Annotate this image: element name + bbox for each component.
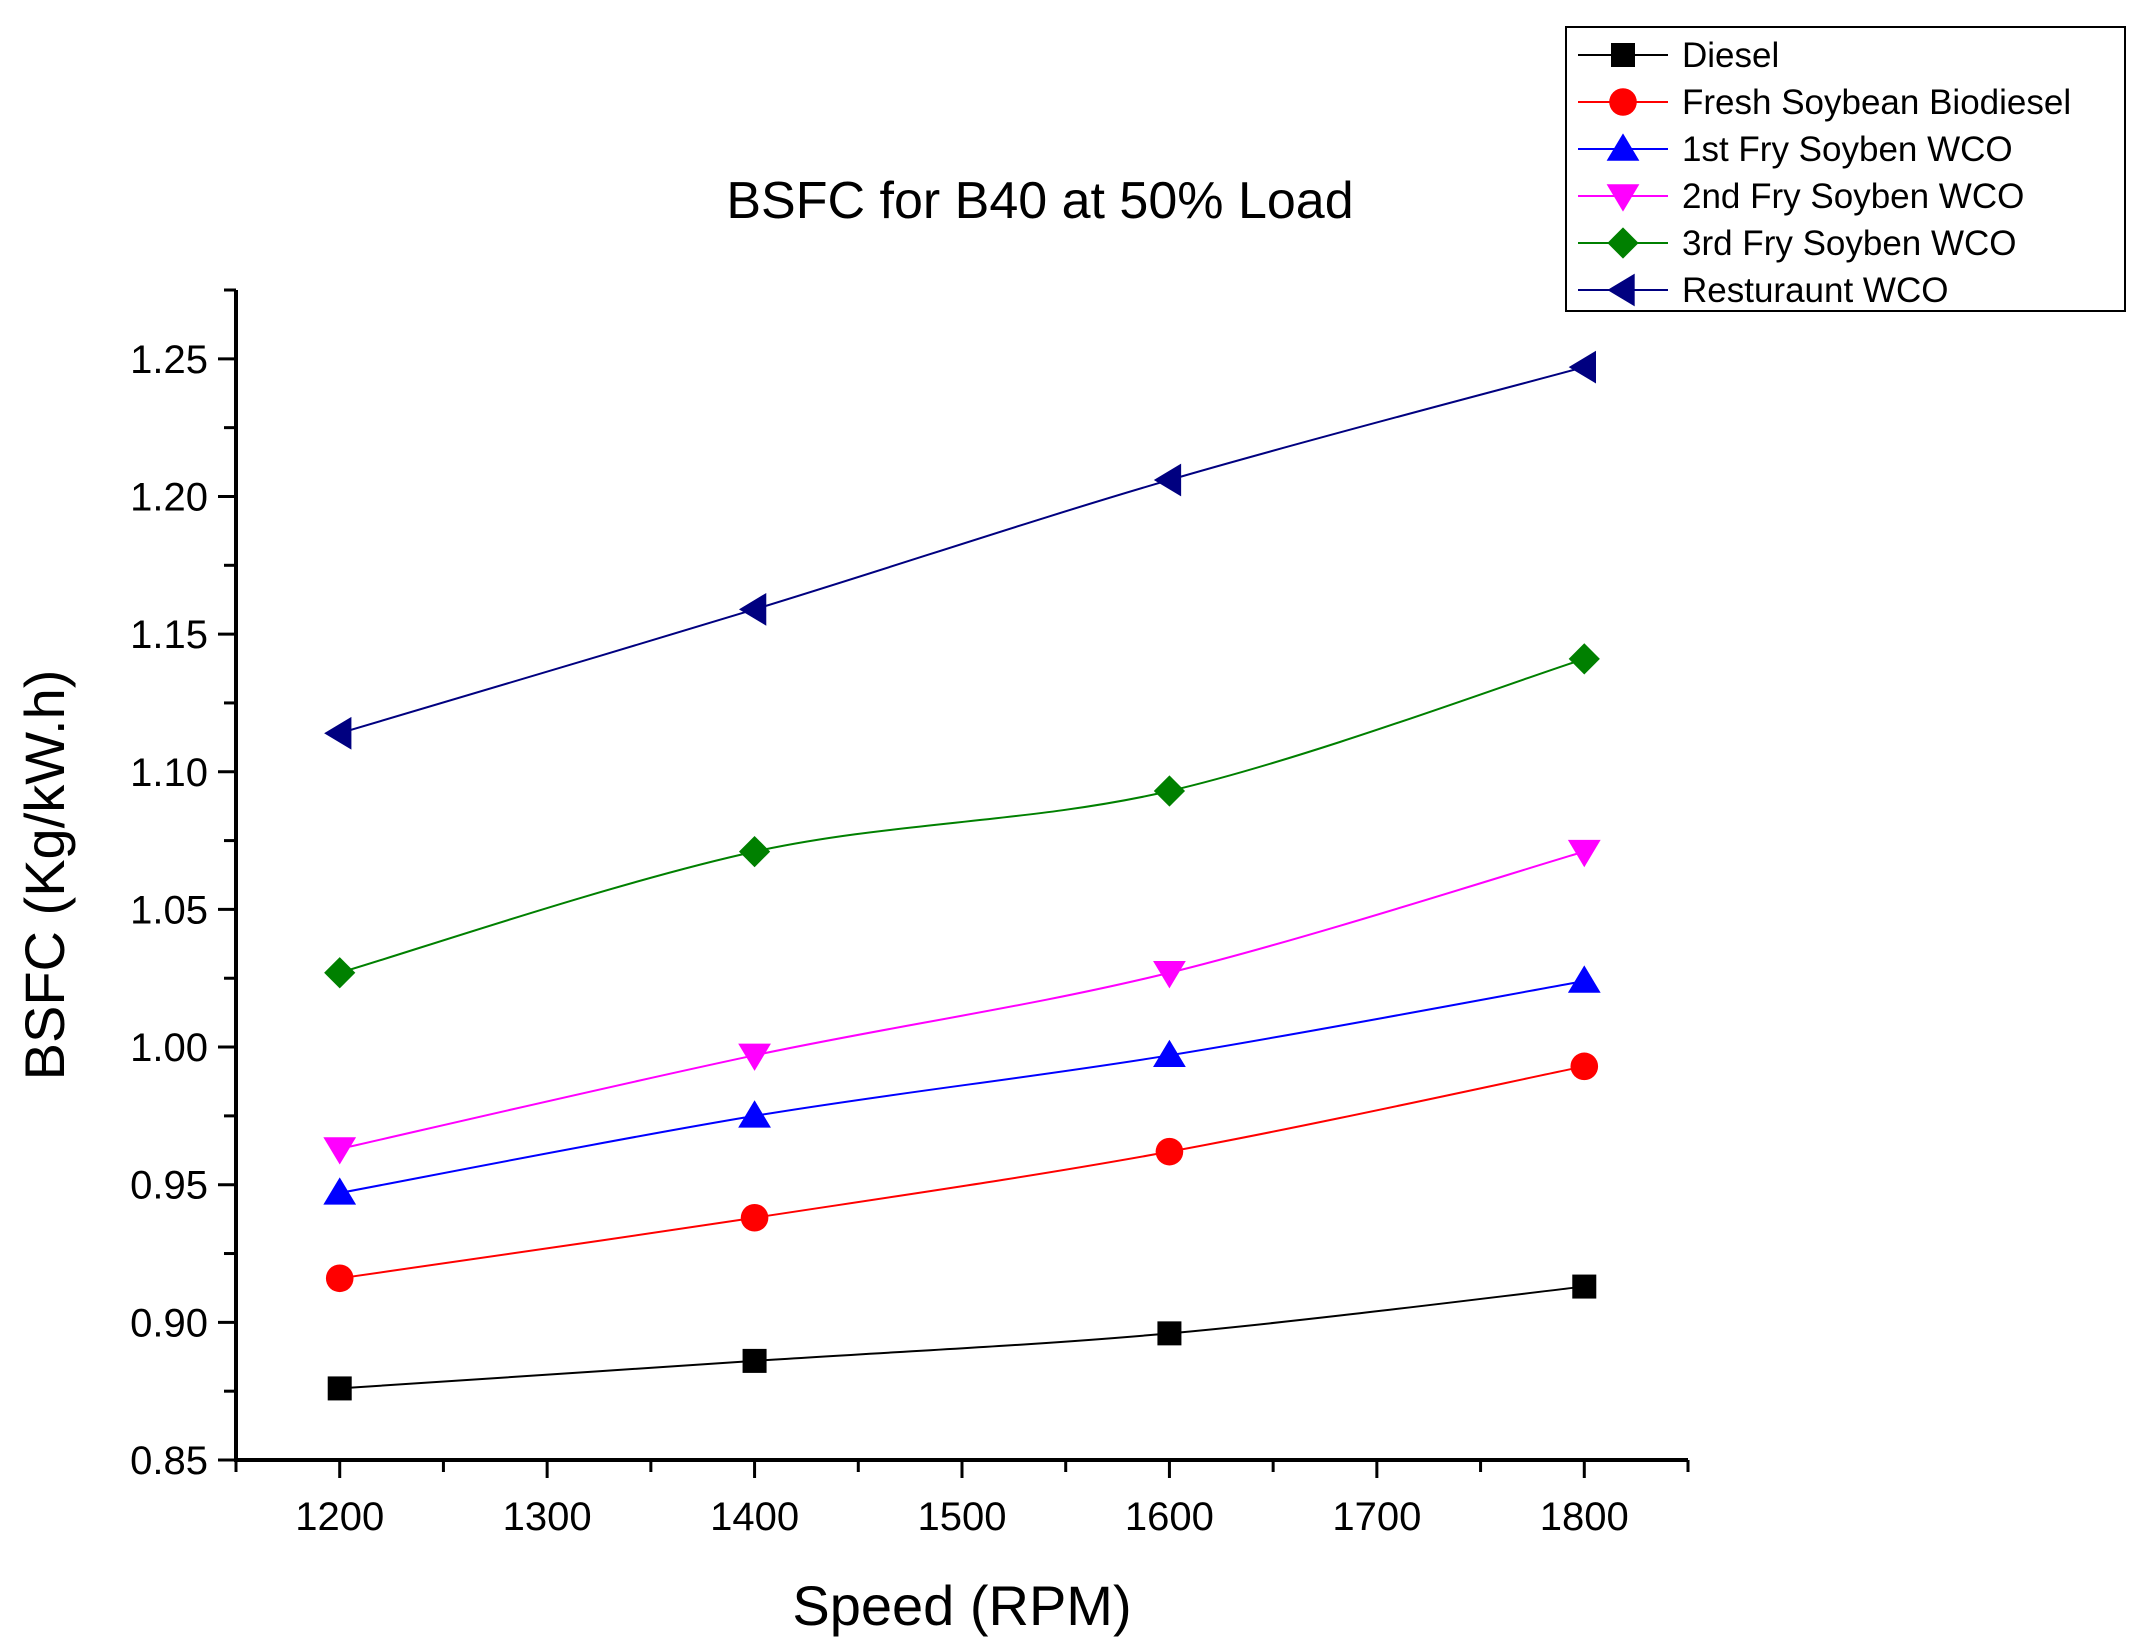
x-axis-ticks: 1200 1300 1400 1500 1600 1700 1800 <box>234 1460 1690 1539</box>
legend-label: Fresh Soybean Biodiesel <box>1682 83 2071 122</box>
y-tick-label: 1.20 <box>130 475 208 519</box>
x-tick-label: 1600 <box>1125 1495 1214 1539</box>
y-axis-title: BSFC (Kg/kW.h) <box>13 670 76 1081</box>
series-line-4 <box>339 657 1585 974</box>
y-axis-ticks: 0.85 0.90 0.95 1.00 1.05 1.10 1.15 1.20 1.25 <box>130 288 236 1483</box>
data-point-1 <box>325 1264 354 1293</box>
series-line-5 <box>339 366 1585 735</box>
y-tick-label: 1.05 <box>130 888 208 932</box>
series-line-0 <box>339 1285 1585 1390</box>
data-point-0 <box>327 1376 352 1401</box>
data-point-3 <box>1153 961 1186 989</box>
data-point-5 <box>738 592 767 626</box>
y-tick-label: 1.25 <box>130 338 208 382</box>
y-tick-label: 0.90 <box>130 1301 208 1345</box>
series-line-1 <box>339 1065 1585 1280</box>
data-point-1 <box>1570 1052 1599 1081</box>
series-lines <box>339 366 1585 1390</box>
legend-marker-0 <box>1611 43 1635 67</box>
data-point-0 <box>1157 1321 1182 1346</box>
data-point-4 <box>738 836 771 868</box>
x-tick-label: 1500 <box>918 1495 1007 1539</box>
data-point-1 <box>740 1203 769 1232</box>
legend-label: 1st Fry Soyben WCO <box>1682 130 2013 169</box>
data-point-0 <box>742 1348 767 1373</box>
x-tick-label: 1700 <box>1332 1495 1421 1539</box>
x-tick-label: 1200 <box>295 1495 384 1539</box>
x-tick-label: 1800 <box>1540 1495 1629 1539</box>
legend-marker-4 <box>1607 227 1639 259</box>
data-point-2 <box>1567 965 1601 993</box>
data-point-1 <box>1155 1137 1184 1166</box>
legend-items: Diesel Fresh Soybean Biodiesel 1st Fry Soy… <box>1578 36 2071 310</box>
x-tick-label: 1300 <box>503 1495 592 1539</box>
series-line-3 <box>339 850 1585 1150</box>
data-point-4 <box>1568 643 1600 675</box>
legend-label: Resturaunt WCO <box>1682 271 1948 310</box>
data-point-4 <box>324 957 356 989</box>
legend-marker-3 <box>1606 184 1640 212</box>
series-markers <box>323 350 1601 1401</box>
legend-marker-5 <box>1607 273 1635 307</box>
data-point-3 <box>323 1137 357 1165</box>
legend-label: Diesel <box>1682 36 1779 75</box>
legend-label: 2nd Fry Soyben WCO <box>1682 177 2024 216</box>
data-point-2 <box>1153 1039 1186 1068</box>
data-point-5 <box>1153 463 1182 497</box>
y-tick-label: 1.00 <box>130 1026 208 1070</box>
data-point-5 <box>324 716 352 750</box>
data-point-2 <box>323 1177 357 1205</box>
x-tick-label: 1400 <box>710 1495 799 1539</box>
legend-marker-1 <box>1609 88 1637 116</box>
data-point-0 <box>1572 1274 1597 1299</box>
legend-box <box>1565 26 2126 312</box>
x-axis-title: Speed (RPM) <box>792 1574 1131 1637</box>
y-tick-label: 1.15 <box>130 613 208 657</box>
y-tick-label: 0.85 <box>130 1439 208 1483</box>
series-line-2 <box>339 980 1585 1194</box>
legend-marker-2 <box>1606 133 1640 161</box>
data-point-3 <box>738 1043 771 1071</box>
data-point-5 <box>1568 350 1596 384</box>
legend-label: 3rd Fry Soyben WCO <box>1682 224 2017 263</box>
chart-title: BSFC for B40 at 50% Load <box>726 172 1353 230</box>
legend: Diesel Fresh Soybean Biodiesel 1st Fry Soy… <box>1565 26 2126 312</box>
y-tick-label: 1.10 <box>130 751 208 795</box>
y-tick-label: 0.95 <box>130 1164 208 1208</box>
data-point-4 <box>1153 775 1186 807</box>
data-point-2 <box>738 1100 771 1128</box>
data-point-3 <box>1567 839 1601 868</box>
